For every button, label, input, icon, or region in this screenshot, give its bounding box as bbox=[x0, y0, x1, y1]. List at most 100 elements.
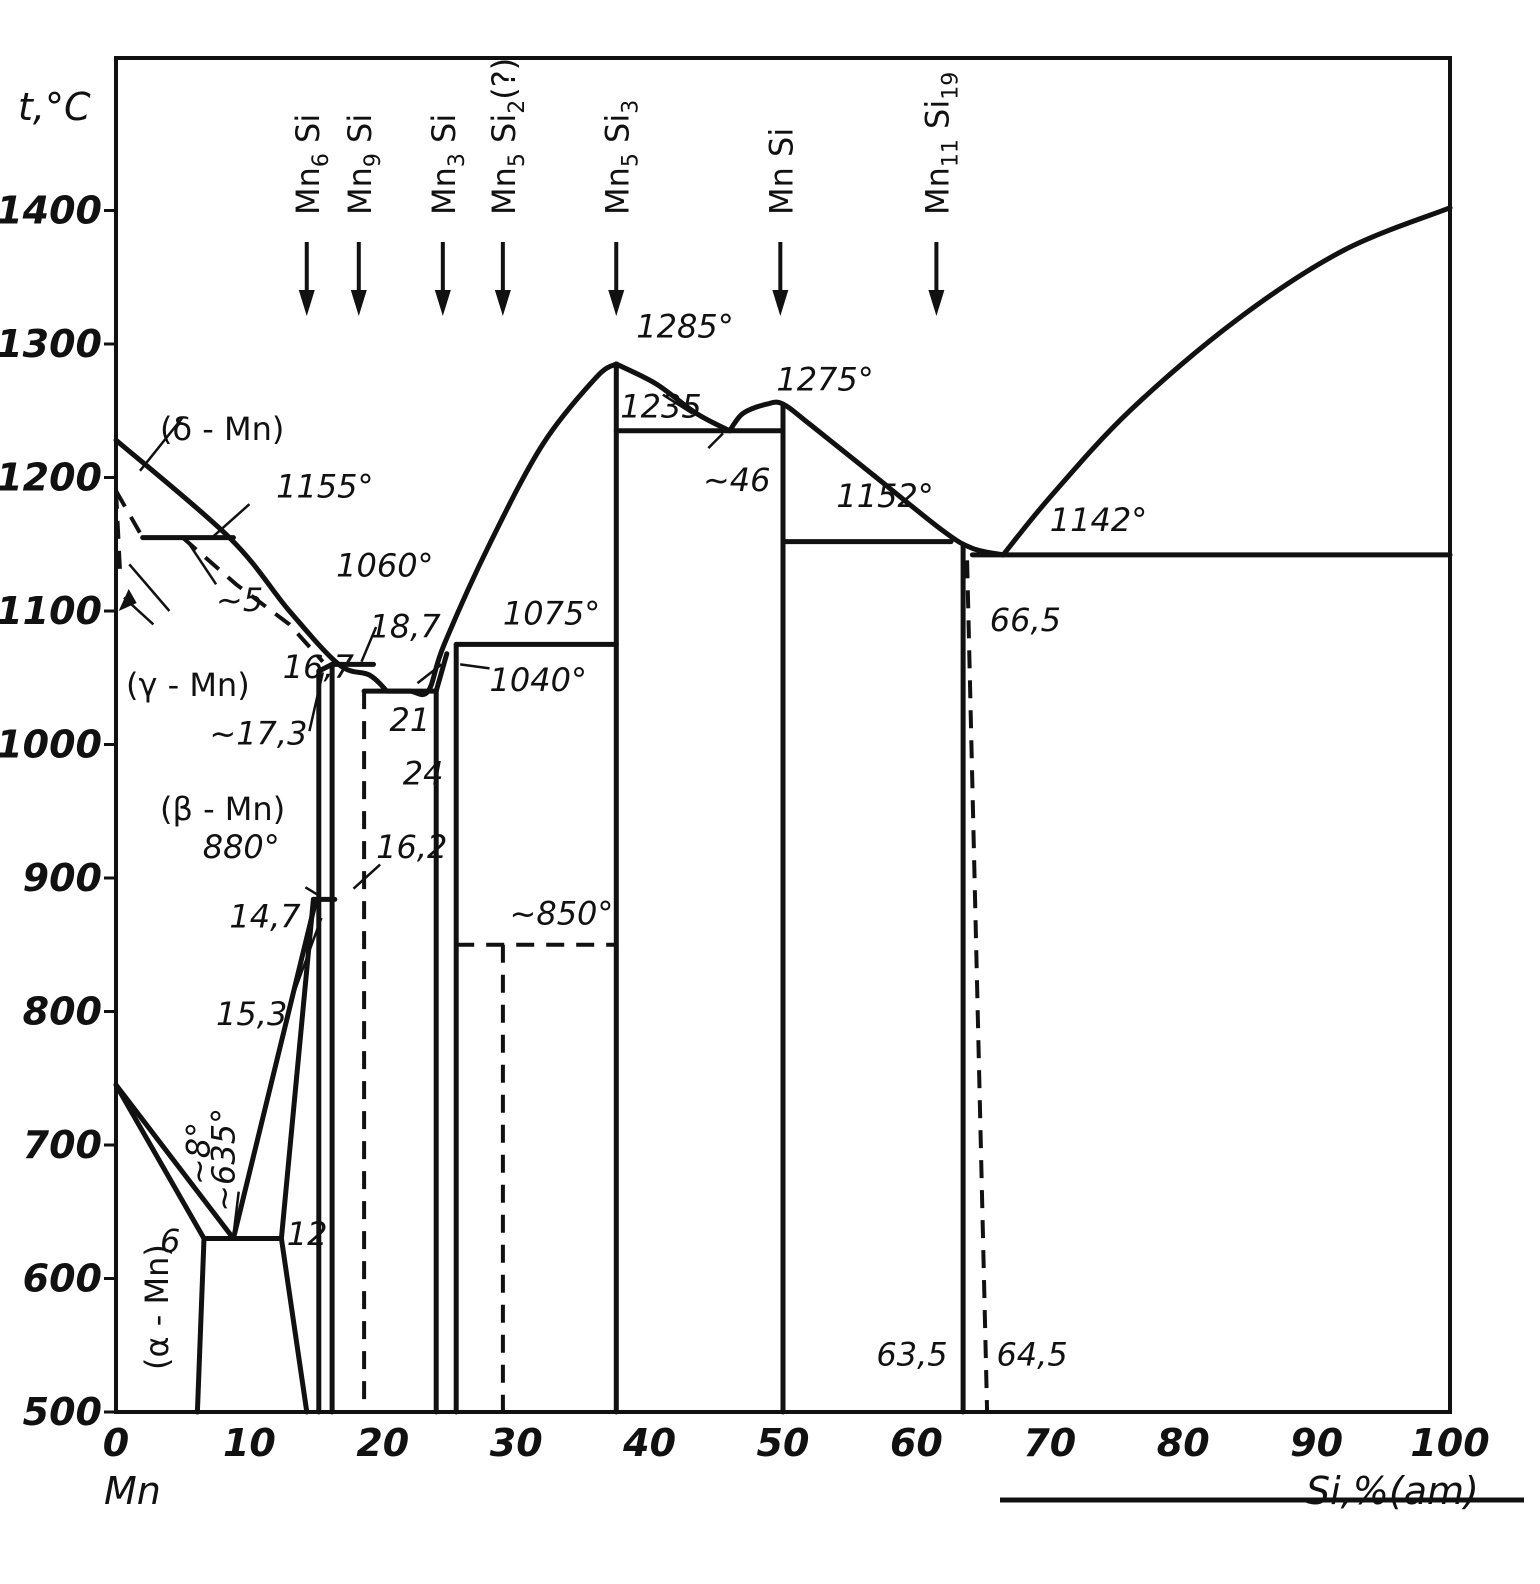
x-tick-label-30: 30 bbox=[490, 1421, 543, 1465]
labels: 500 600 700 800 900 1000 1100 1200 1300 1400 0 10 20… bbox=[0, 58, 1490, 1513]
axis-ticks bbox=[104, 209, 116, 1414]
annotation-19: 1152° bbox=[836, 477, 933, 515]
compound-arrow-head-3 bbox=[494, 290, 511, 316]
x-tick-label-70: 70 bbox=[1023, 1421, 1076, 1465]
y-tick-label-1100: 1100 bbox=[0, 589, 102, 633]
y-tick-label-700: 700 bbox=[23, 1123, 102, 1167]
leader-line-12 bbox=[232, 1191, 240, 1236]
compound-label-1: Mn9 Si bbox=[341, 114, 386, 215]
compound-label-part: 19 bbox=[938, 72, 963, 100]
dashed-line-0 bbox=[114, 489, 145, 539]
arrow-head-left bbox=[118, 589, 137, 611]
phase-label-2: (β - Mn) bbox=[160, 790, 285, 828]
compound-label-part: Si bbox=[341, 114, 379, 153]
annotation-23: ~635° bbox=[205, 1108, 243, 1212]
compound-label-part: 6 bbox=[309, 153, 334, 167]
leader-line-9 bbox=[304, 886, 320, 897]
annotation-18: 1275° bbox=[776, 361, 873, 399]
annotation-5: ~17,3 bbox=[209, 715, 307, 753]
annotation-25: 12 bbox=[287, 1215, 328, 1253]
compound-label-part: 11 bbox=[938, 139, 963, 167]
boundary-line-23 bbox=[113, 1082, 207, 1241]
x-tick-label-90: 90 bbox=[1290, 1421, 1343, 1465]
compound-label-part: 9 bbox=[361, 153, 386, 167]
x-tick-label-40: 40 bbox=[622, 1421, 676, 1465]
compound-label-3: Mn5 Si2(?) bbox=[485, 58, 530, 215]
leader-line-1 bbox=[128, 563, 171, 612]
annotation-11: 14,7 bbox=[229, 897, 301, 935]
boundary-line-22 bbox=[113, 1082, 236, 1241]
annotation-3: 1060° bbox=[336, 546, 433, 584]
phase-label-1: (γ - Mn) bbox=[126, 666, 250, 704]
annotation-27: 64,5 bbox=[996, 1335, 1067, 1373]
annotation-22: ~8° bbox=[179, 1122, 217, 1185]
y-tick-label-1000: 1000 bbox=[0, 723, 102, 767]
x-tick-label-0: 0 bbox=[103, 1421, 129, 1465]
compound-label-part: (?) bbox=[485, 58, 523, 100]
compound-label-part: Mn bbox=[425, 167, 463, 215]
x-tick-label-100: 100 bbox=[1410, 1421, 1489, 1465]
dashed-line-2 bbox=[181, 536, 325, 664]
liquidus-curve-4 bbox=[1000, 205, 1453, 558]
compound-label-part: Si bbox=[918, 100, 956, 139]
compound-arrow-head-6 bbox=[928, 290, 945, 316]
dashed-line-6 bbox=[965, 560, 990, 1413]
x-tick-label-50: 50 bbox=[757, 1421, 810, 1465]
annotation-12: 16,2 bbox=[376, 828, 447, 866]
leader-line-11 bbox=[290, 917, 323, 999]
compound-label-part: Mn bbox=[762, 167, 800, 215]
annotation-0: 1155° bbox=[276, 468, 373, 506]
compound-label-part: Si bbox=[485, 114, 523, 153]
annotation-13: 15,3 bbox=[216, 995, 287, 1033]
phase-label-3: (α - Mn) bbox=[138, 1244, 176, 1370]
compound-label-part: 3 bbox=[618, 100, 643, 114]
leader-line-2 bbox=[188, 543, 218, 585]
liquidus-curve-2 bbox=[613, 361, 733, 434]
y-tick-label-600: 600 bbox=[23, 1257, 102, 1301]
annotation-7: 24 bbox=[403, 755, 444, 793]
boundary-line-16 bbox=[316, 661, 335, 674]
x-axis-label-left: Mn bbox=[104, 1469, 161, 1513]
y-tick-label-500: 500 bbox=[23, 1390, 102, 1434]
annotation-15: 1285° bbox=[636, 307, 733, 345]
compound-label-6: Mn11 Si19 bbox=[918, 72, 963, 215]
annotation-2: 16,7 bbox=[283, 648, 355, 686]
dashed-line-1 bbox=[114, 490, 122, 572]
compound-label-part: Si bbox=[762, 128, 800, 167]
annotation-24: 6 bbox=[160, 1222, 180, 1260]
y-tick-label-800: 800 bbox=[23, 990, 102, 1034]
compound-label-5: Mn Si bbox=[762, 128, 800, 215]
x-tick-label-10: 10 bbox=[223, 1421, 276, 1465]
compound-label-part: 2 bbox=[505, 100, 530, 114]
leader-line-10 bbox=[352, 863, 381, 890]
compound-arrow-head-1 bbox=[350, 290, 367, 316]
compound-arrow-head-5 bbox=[772, 290, 789, 316]
x-tick-label-20: 20 bbox=[356, 1421, 409, 1465]
x-axis-label-right: Si,%(am) bbox=[1306, 1469, 1479, 1513]
phase-label-0: (δ - Mn) bbox=[160, 410, 284, 448]
boundary-line-17 bbox=[433, 651, 450, 694]
annotation-8: 1075° bbox=[503, 594, 600, 632]
leader-line-5 bbox=[308, 672, 325, 732]
annotation-21: 66,5 bbox=[990, 601, 1061, 639]
annotation-20: 1142° bbox=[1050, 501, 1147, 539]
compound-label-part: Mn bbox=[485, 167, 523, 215]
annotation-26: 63,5 bbox=[876, 1335, 947, 1373]
y-axis-label: t,°C bbox=[18, 85, 91, 129]
leader-line-7 bbox=[416, 663, 443, 685]
boundary-line-21 bbox=[194, 1236, 207, 1415]
annotation-17: ~46 bbox=[703, 461, 771, 499]
compound-label-part: Si bbox=[598, 114, 636, 153]
y-tick-label-900: 900 bbox=[23, 856, 102, 900]
compound-arrow-head-4 bbox=[608, 290, 625, 316]
compound-label-part: Mn bbox=[918, 167, 956, 215]
annotation-1: ~5 bbox=[216, 581, 263, 619]
annotation-10: 880° bbox=[203, 828, 280, 866]
compound-label-part: Si bbox=[425, 114, 463, 153]
compound-label-part: 5 bbox=[505, 153, 530, 167]
annotation-6: 21 bbox=[389, 701, 430, 739]
x-tick-label-80: 80 bbox=[1157, 1421, 1210, 1465]
compound-label-4: Mn5 Si3 bbox=[598, 100, 643, 215]
annotation-9: 1040° bbox=[490, 661, 587, 699]
